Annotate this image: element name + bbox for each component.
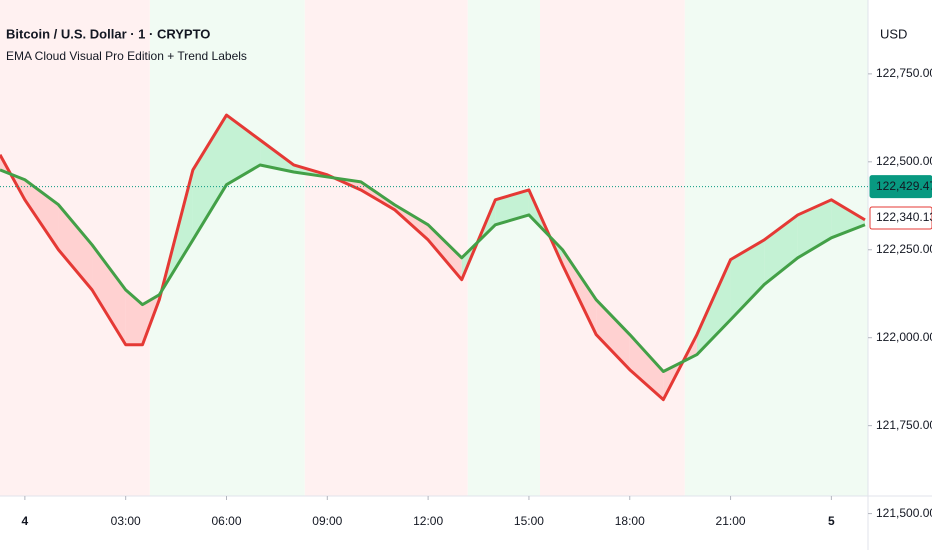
ema-cloud [797, 199, 832, 258]
x-tick-label: 09:00 [312, 514, 342, 528]
ema-cloud [24, 179, 59, 250]
chart-title: Bitcoin / U.S. Dollar · 1 · CRYPTO [6, 26, 210, 41]
ema-cloud [730, 239, 765, 320]
ema-line [0, 113, 866, 402]
x-tick-label: 4 [22, 514, 29, 528]
x-tick-label: 03:00 [111, 514, 141, 528]
x-tick-label: 21:00 [716, 514, 746, 528]
y-tick-label: 122,000.00 [876, 330, 932, 344]
ema-cloud [562, 249, 597, 335]
price-label: 122,340.13 [876, 210, 932, 224]
x-tick-label: 18:00 [615, 514, 645, 528]
ema-cloud [226, 115, 261, 185]
y-tick-label: 121,500.00 [876, 506, 932, 520]
x-tick-label: 12:00 [413, 514, 443, 528]
ema-cloud [831, 199, 865, 238]
y-tick-label: 122,750.00 [876, 66, 932, 80]
ema-cloud [125, 289, 143, 345]
axis-unit: USD [880, 26, 907, 41]
y-tick-label: 122,250.00 [876, 242, 932, 256]
ema-cloud [192, 115, 227, 240]
x-tick-label: 06:00 [211, 514, 241, 528]
plot-area [0, 0, 868, 496]
x-tick-label: 5 [828, 514, 835, 528]
ema-cloud [629, 334, 664, 400]
y-tick-label: 121,750.00 [876, 418, 932, 432]
ema-cloud [696, 259, 731, 355]
price-label: 122,429.47 [876, 179, 932, 193]
chart-subtitle: EMA Cloud Visual Pro Edition + Trend Lab… [6, 49, 247, 63]
ema-cloud [764, 214, 798, 285]
y-tick-label: 122,500.00 [876, 154, 932, 168]
price-box [869, 175, 932, 199]
x-tick-label: 15:00 [514, 514, 544, 528]
trend-region [540, 0, 685, 496]
ema-cloud [428, 224, 462, 280]
trend-region [467, 0, 541, 496]
ema-cloud [58, 204, 93, 290]
ema-line [0, 163, 866, 373]
price-box [869, 206, 932, 230]
ema-cloud [596, 299, 630, 370]
ema-cloud [92, 244, 126, 345]
